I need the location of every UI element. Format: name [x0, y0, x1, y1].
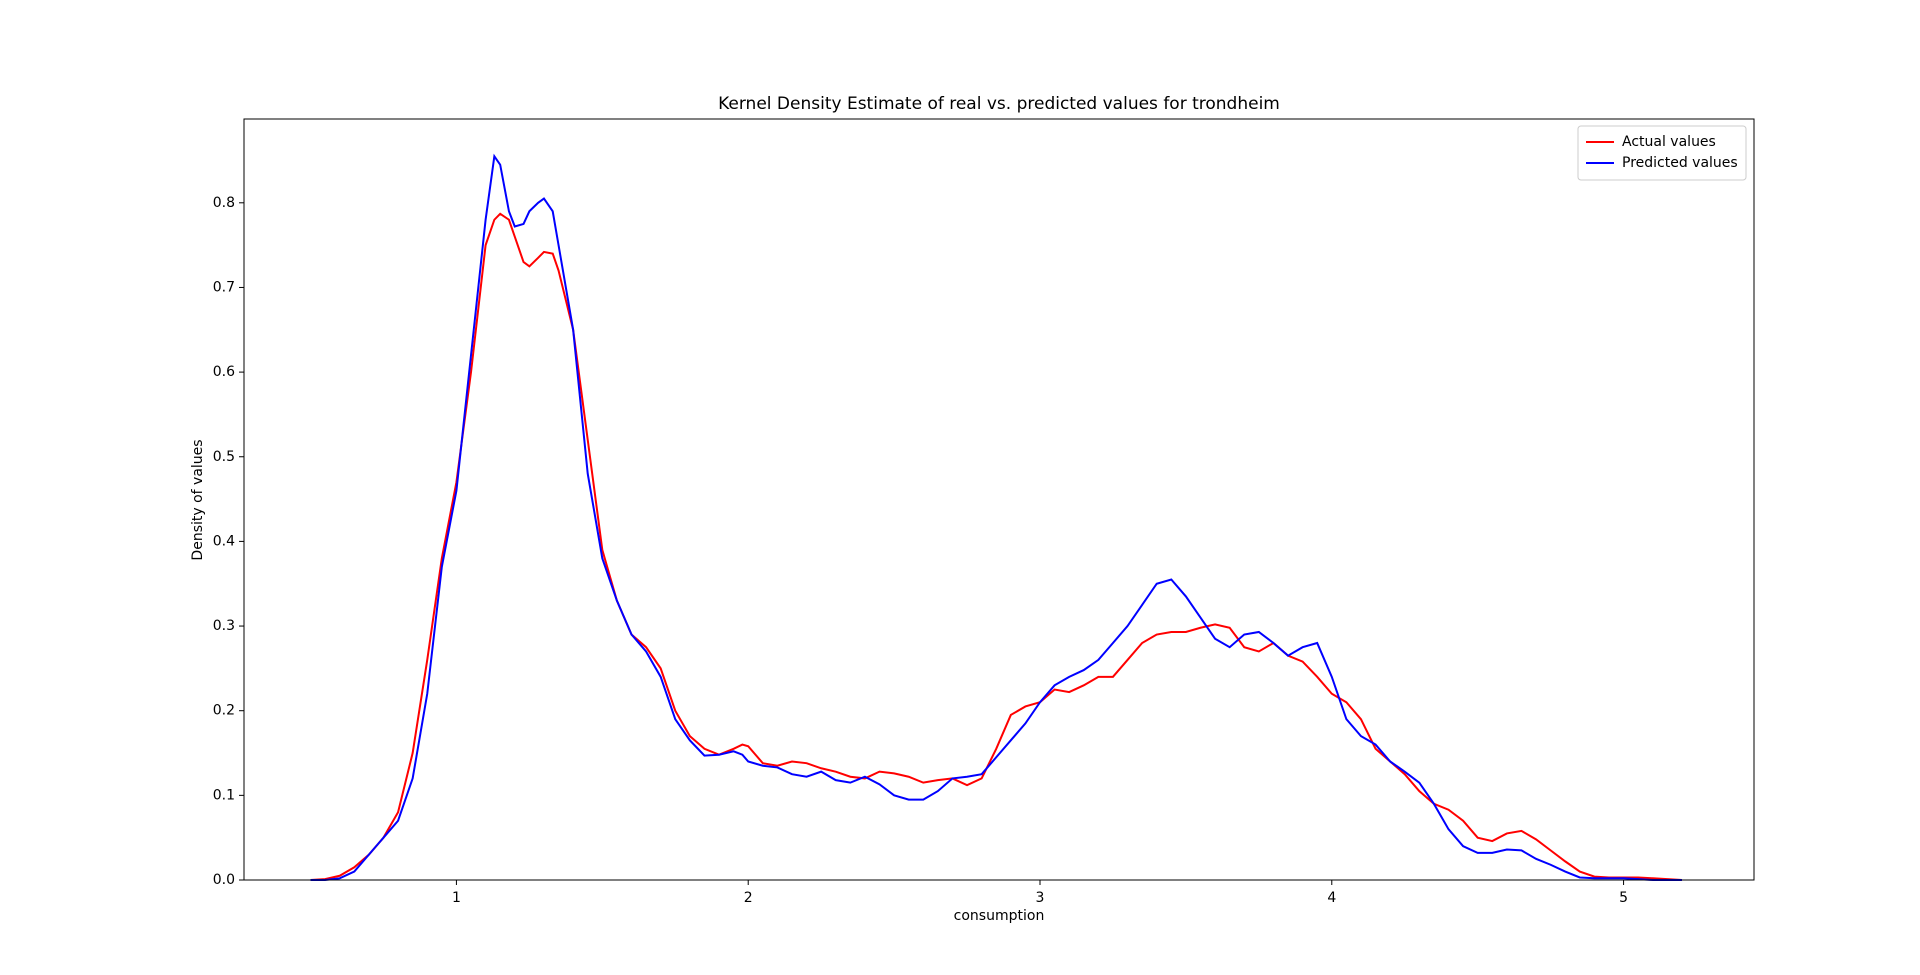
series-line	[310, 212, 1682, 881]
y-axis-label: Density of values	[190, 439, 206, 560]
x-tick-label: 5	[1619, 890, 1628, 906]
x-tick-label: 4	[1327, 890, 1336, 906]
y-tick-label: 0.3	[213, 618, 235, 634]
y-tick-label: 0.4	[213, 533, 235, 549]
legend-label: Actual values	[1622, 134, 1716, 150]
y-tick-label: 0.7	[213, 279, 235, 295]
chart-title: Kernel Density Estimate of real vs. pred…	[718, 94, 1280, 114]
y-tick-label: 0.0	[213, 872, 235, 888]
x-tick-label: 2	[744, 890, 753, 906]
plot-frame	[243, 118, 1755, 881]
x-tick-label: 1	[452, 890, 461, 906]
x-tick-label: 3	[1036, 890, 1045, 906]
y-tick-label: 0.8	[213, 195, 235, 211]
legend-label: Predicted values	[1622, 155, 1738, 171]
y-tick-label: 0.6	[213, 364, 235, 380]
y-tick-label: 0.1	[213, 787, 235, 803]
series-line	[310, 153, 1682, 881]
y-tick-label: 0.2	[213, 703, 235, 719]
y-tick-label: 0.5	[213, 449, 235, 465]
legend-box	[1577, 125, 1747, 181]
legend: Actual values Predicted values	[1577, 125, 1747, 181]
x-axis-label: consumption	[954, 908, 1045, 924]
